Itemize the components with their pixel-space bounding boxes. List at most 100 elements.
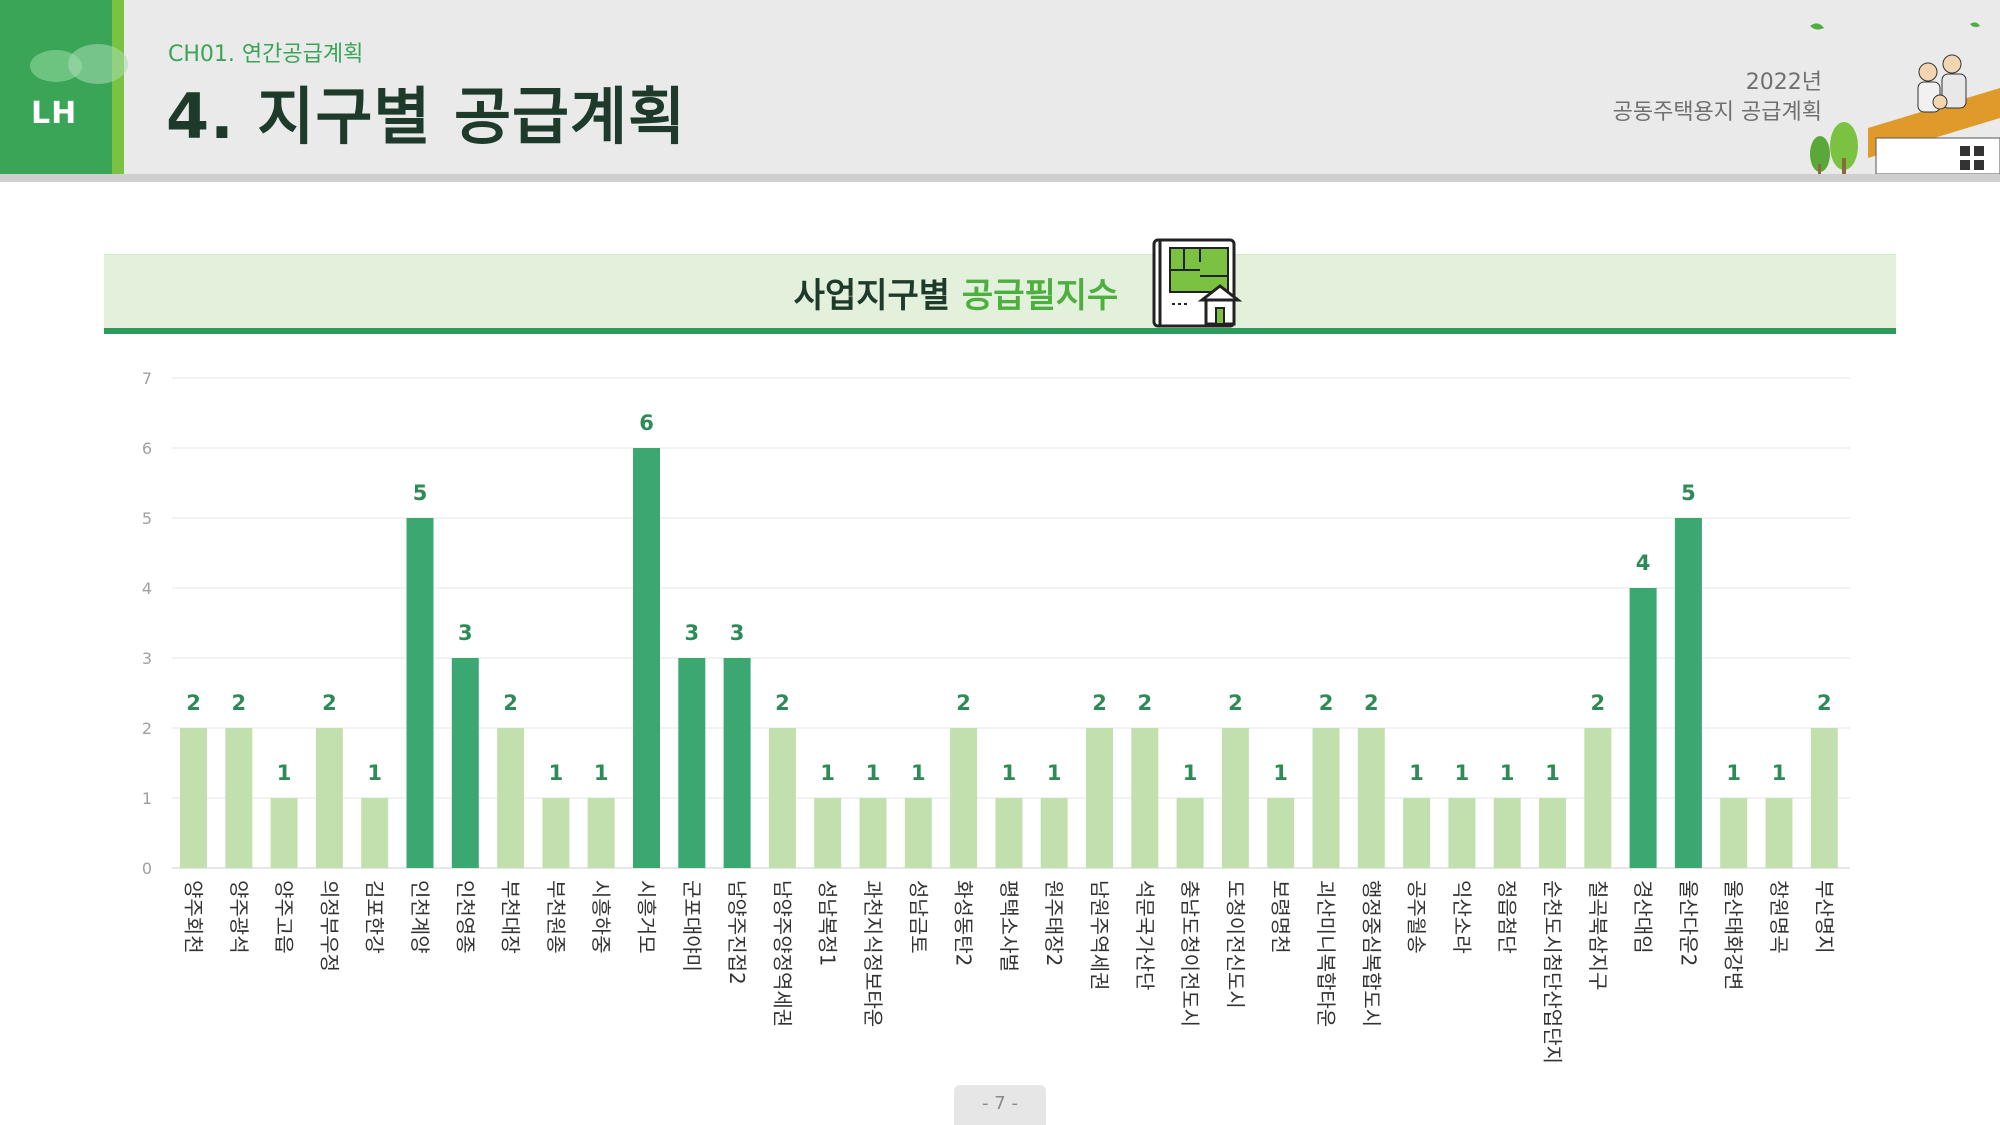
category-label: 성남금토 [906, 880, 930, 954]
category-label: 부천원종 [544, 880, 568, 954]
bar [1357, 728, 1385, 868]
data-label: 3 [730, 621, 745, 645]
data-label: 2 [1228, 691, 1243, 715]
bar [1448, 798, 1476, 868]
y-tick-label: 6 [142, 439, 152, 458]
bar [587, 798, 615, 868]
bar [1131, 728, 1159, 868]
bar [497, 728, 525, 868]
category-label: 양주광석 [227, 880, 251, 954]
data-label: 5 [413, 481, 428, 505]
category-label: 화성동탄2 [952, 880, 976, 966]
bar [678, 658, 706, 868]
section-title-band [104, 254, 1896, 329]
bar [1539, 798, 1566, 868]
data-label: 2 [1364, 691, 1379, 715]
category-label: 성남복정1 [816, 880, 840, 966]
category-label: 익산소라 [1450, 880, 1474, 954]
category-label: 칠곡북삼지구 [1586, 880, 1610, 990]
category-label: 행정중심복합도시 [1359, 880, 1383, 1027]
data-label: 2 [186, 691, 201, 715]
data-label: 1 [277, 761, 292, 785]
category-label: 시흥하중 [589, 880, 613, 954]
supply-parcels-bar-chart: 0 1 2 3 4 5 6 7 2 2 1 2 1 5 3 2 1 1 6 3 3 2 1 1 1 2 1 1 2 2 1 2 1 2 2 1 1 1 1… [142, 369, 1850, 1064]
data-label: 2 [775, 691, 790, 715]
bar [1765, 798, 1793, 868]
data-label: 2 [231, 691, 246, 715]
bar [542, 798, 570, 868]
y-tick-label: 0 [142, 859, 152, 878]
data-label: 2 [956, 691, 971, 715]
page-title: 4. 지구별 공급계획 [166, 80, 687, 153]
category-label: 보령명천 [1269, 880, 1293, 954]
data-label: 2 [322, 691, 337, 715]
bar [1403, 798, 1431, 868]
category-label: 시흥거모 [635, 880, 659, 954]
bar [225, 728, 253, 868]
category-label: 부산명지 [1812, 880, 1836, 954]
house-family-illustration-icon [1810, 22, 2000, 174]
category-label: 남양주양정역세권 [770, 880, 794, 1027]
category-label: 울산다운2 [1676, 880, 1700, 966]
bar [1720, 798, 1748, 868]
category-label: 충남도청이전도시 [1178, 880, 1202, 1027]
bar [1040, 798, 1068, 868]
plan-year: 2022년 [1745, 70, 1822, 95]
bar [1629, 588, 1657, 868]
category-label: 평택소사벌 [997, 880, 1021, 972]
category-label: 도청이전신도시 [1223, 880, 1247, 1009]
data-label: 2 [503, 691, 518, 715]
section-title: 사업지구별 공급필지수 [0, 268, 1912, 317]
bar [270, 798, 298, 868]
data-label: 1 [1500, 761, 1515, 785]
bar [1674, 518, 1702, 868]
logo-text: LH [31, 96, 78, 131]
bar [180, 728, 207, 868]
bar [1267, 798, 1295, 868]
section-title-part1: 사업지구별 [793, 276, 951, 316]
data-label: 1 [820, 761, 835, 785]
data-label: 1 [1545, 761, 1560, 785]
data-label: 1 [1273, 761, 1288, 785]
data-label: 1 [1002, 761, 1017, 785]
section-title-part2: 공급필지수 [961, 276, 1119, 316]
bar [1584, 728, 1612, 868]
lh-leaf-logo-icon [30, 44, 128, 84]
data-label: 3 [458, 621, 473, 645]
category-label: 정읍첨단 [1495, 880, 1519, 954]
bar [451, 658, 479, 868]
plan-name: 공동주택용지 공급계획 [1612, 100, 1822, 125]
land-plot-blueprint-icon [1152, 238, 1242, 328]
y-tick-label: 7 [142, 369, 152, 388]
category-label: 양주회천 [182, 880, 206, 954]
category-label: 순천도시첨단산업단지 [1541, 880, 1565, 1064]
bar [814, 798, 842, 868]
logo-box [0, 0, 112, 174]
header-divider [0, 174, 2000, 182]
bar [1493, 798, 1521, 868]
data-label: 2 [1092, 691, 1107, 715]
chapter-label: CH01. 연간공급계획 [168, 42, 364, 67]
data-label: 2 [1590, 691, 1605, 715]
data-label: 2 [1137, 691, 1152, 715]
category-label: 양주고읍 [272, 880, 296, 954]
data-label: 1 [367, 761, 382, 785]
bar [1176, 798, 1204, 868]
bar [723, 658, 751, 868]
section-title-underline [104, 328, 1896, 334]
category-label: 공주월송 [1405, 880, 1429, 954]
bar [995, 798, 1023, 868]
data-label: 1 [594, 761, 609, 785]
data-label: 1 [911, 761, 926, 785]
bar [361, 798, 389, 868]
data-label: 1 [549, 761, 564, 785]
bar [950, 728, 978, 868]
bar [859, 798, 887, 868]
bar [1312, 728, 1340, 868]
category-label: 김포한강 [363, 880, 387, 954]
category-label: 원주태장2 [1042, 880, 1066, 966]
category-label: 과천지식정보타운 [861, 880, 885, 1027]
bar [768, 728, 796, 868]
category-label: 의정부우정 [317, 880, 341, 972]
category-label: 인천영종 [453, 880, 477, 954]
